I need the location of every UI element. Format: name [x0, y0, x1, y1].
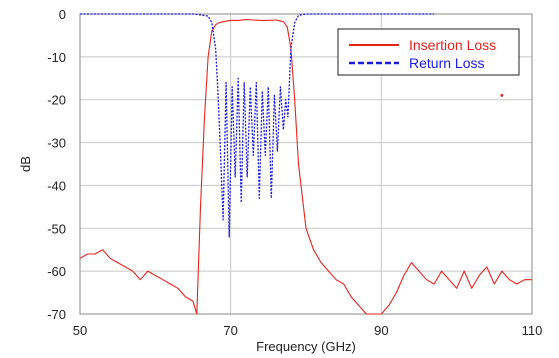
legend: Insertion Loss Return Loss	[337, 28, 520, 76]
y-tick-labels: 0 -10 -20 -30 -40 -50 -60 -70	[47, 7, 66, 322]
x-tick-label: 110	[522, 323, 543, 338]
y-tick-label: -40	[47, 178, 66, 193]
y-tick-label: -50	[47, 221, 66, 236]
y-tick-label: -60	[47, 264, 66, 279]
series-line-insertion-loss	[79, 19, 532, 315]
y-tick-label: 0	[59, 7, 66, 22]
marker-dot	[500, 94, 504, 97]
y-tick-label: -10	[47, 50, 66, 65]
x-tick-label: 50	[73, 323, 87, 338]
x-tick-label: 90	[374, 323, 388, 338]
y-tick-label: -70	[47, 307, 66, 322]
plot-area	[79, 13, 533, 315]
legend-label-return-loss: Return Loss	[409, 55, 484, 71]
series-layer	[79, 13, 532, 315]
x-tick-labels: 50 70 90 110	[73, 323, 543, 338]
annotation-layer	[500, 94, 504, 97]
y-tick-label: -20	[47, 93, 66, 108]
x-axis-label: Frequency (GHz)	[256, 339, 356, 354]
plot-frame	[79, 13, 533, 315]
y-axis-label: dB	[18, 156, 33, 172]
legend-label-insertion-loss: Insertion Loss	[409, 37, 496, 53]
x-tick-label: 70	[223, 323, 237, 338]
legend-box	[337, 28, 520, 76]
y-tick-label: -30	[47, 136, 66, 151]
